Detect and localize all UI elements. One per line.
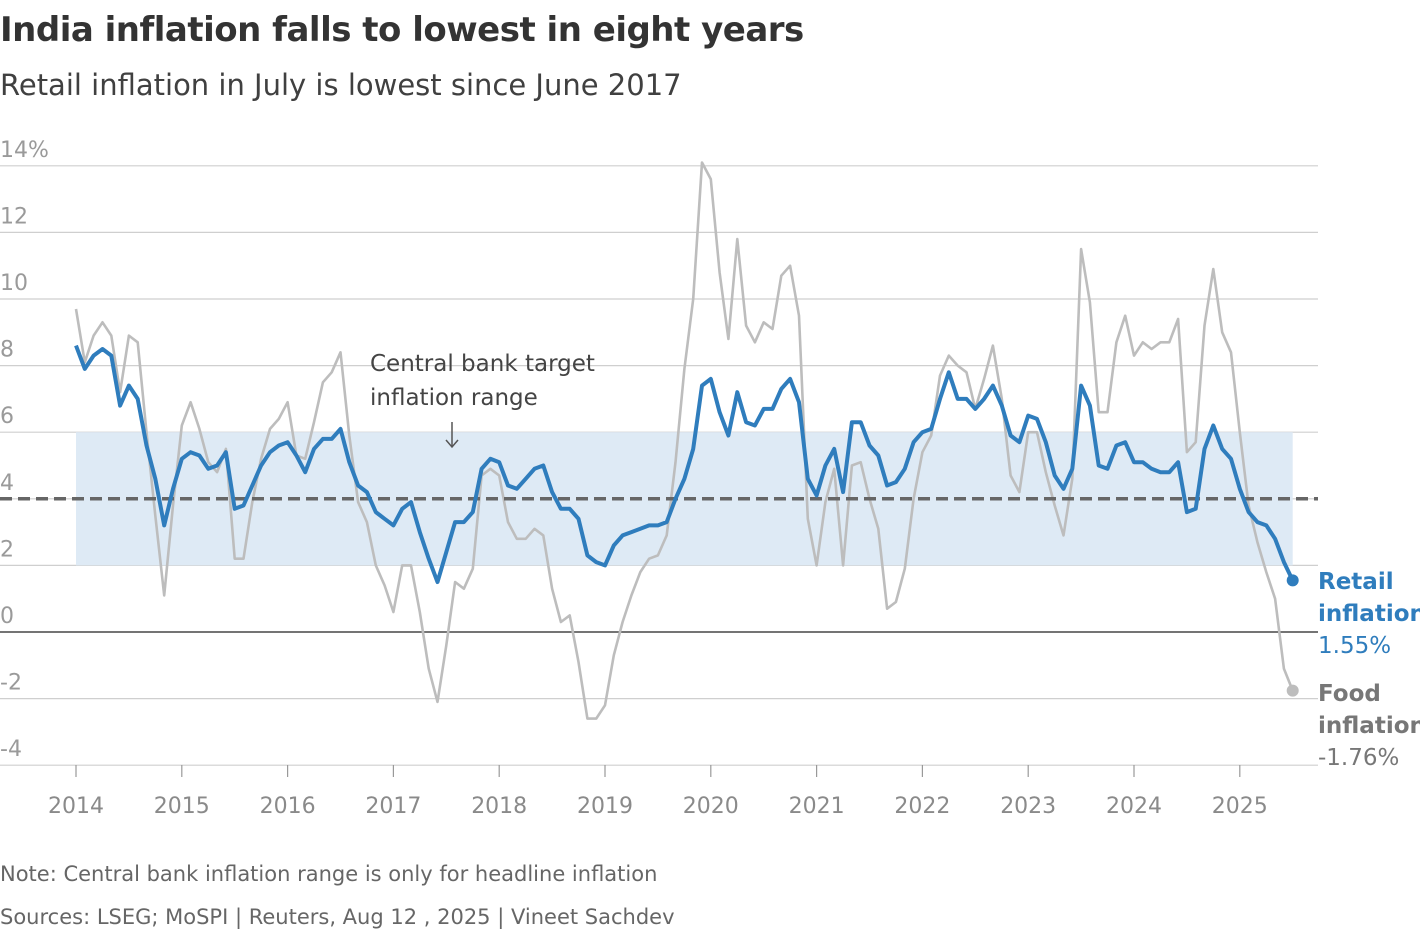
food-label-line2: inflation [1318, 713, 1420, 739]
y-tick-label: 6 [0, 404, 14, 429]
food-last-value: -1.76% [1318, 745, 1399, 771]
x-tick-label: 2016 [260, 794, 316, 819]
annotation: Central bank target inflation range [370, 351, 595, 449]
y-tick-label: 0 [0, 604, 14, 629]
y-tick-label: -4 [0, 737, 22, 762]
x-tick-label: 2022 [894, 794, 950, 819]
annotation-line2: inflation range [370, 385, 538, 411]
y-tick-label: 8 [0, 338, 14, 363]
x-tick-label: 2024 [1106, 794, 1162, 819]
retail-inflation-line [74, 344, 1295, 584]
x-tick-label: 2021 [789, 794, 845, 819]
series-labels: Retail inflation 1.55% Food inflation -1.76% [1318, 569, 1420, 771]
chart-subtitle: Retail inflation in July is lowest since… [0, 68, 682, 102]
x-tick-label: 2023 [1000, 794, 1056, 819]
chart-title: India inflation falls to lowest in eight… [0, 10, 804, 50]
y-tick-label: 2 [0, 537, 14, 562]
retail-label-line1: Retail [1318, 569, 1394, 595]
chart-note: Note: Central bank inflation range is on… [0, 862, 658, 886]
series-lines [0, 161, 1318, 720]
x-tick-label: 2020 [683, 794, 739, 819]
x-tick-label: 2015 [154, 794, 210, 819]
y-tick-label: 12 [0, 204, 28, 229]
retail-last-value: 1.55% [1318, 633, 1391, 659]
annotation-line1: Central bank target [370, 351, 595, 377]
food-end-point [1286, 684, 1299, 697]
y-tick-label: 14% [0, 138, 49, 163]
x-tick-label: 2014 [48, 794, 104, 819]
food-inflation-line [74, 161, 1294, 720]
y-tick-label: 10 [0, 271, 28, 296]
arrow-down-icon [445, 422, 459, 449]
retail-label-line2: inflation [1318, 601, 1420, 627]
x-tick-label: 2018 [471, 794, 527, 819]
x-tick-label: 2025 [1212, 794, 1268, 819]
x-tick-label: 2017 [365, 794, 421, 819]
food-label-line1: Food [1318, 681, 1381, 707]
y-tick-label: 4 [0, 471, 14, 496]
axes: 2014 2015 2016 2017 2018 2019 2020 2021 2022 2023… [48, 765, 1268, 819]
chart-sources: Sources: LSEG; MoSPI | Reuters, Aug 12 ,… [0, 905, 675, 929]
x-tick-label: 2019 [577, 794, 633, 819]
y-tick-label: -2 [0, 671, 22, 696]
retail-end-point [1286, 574, 1299, 587]
